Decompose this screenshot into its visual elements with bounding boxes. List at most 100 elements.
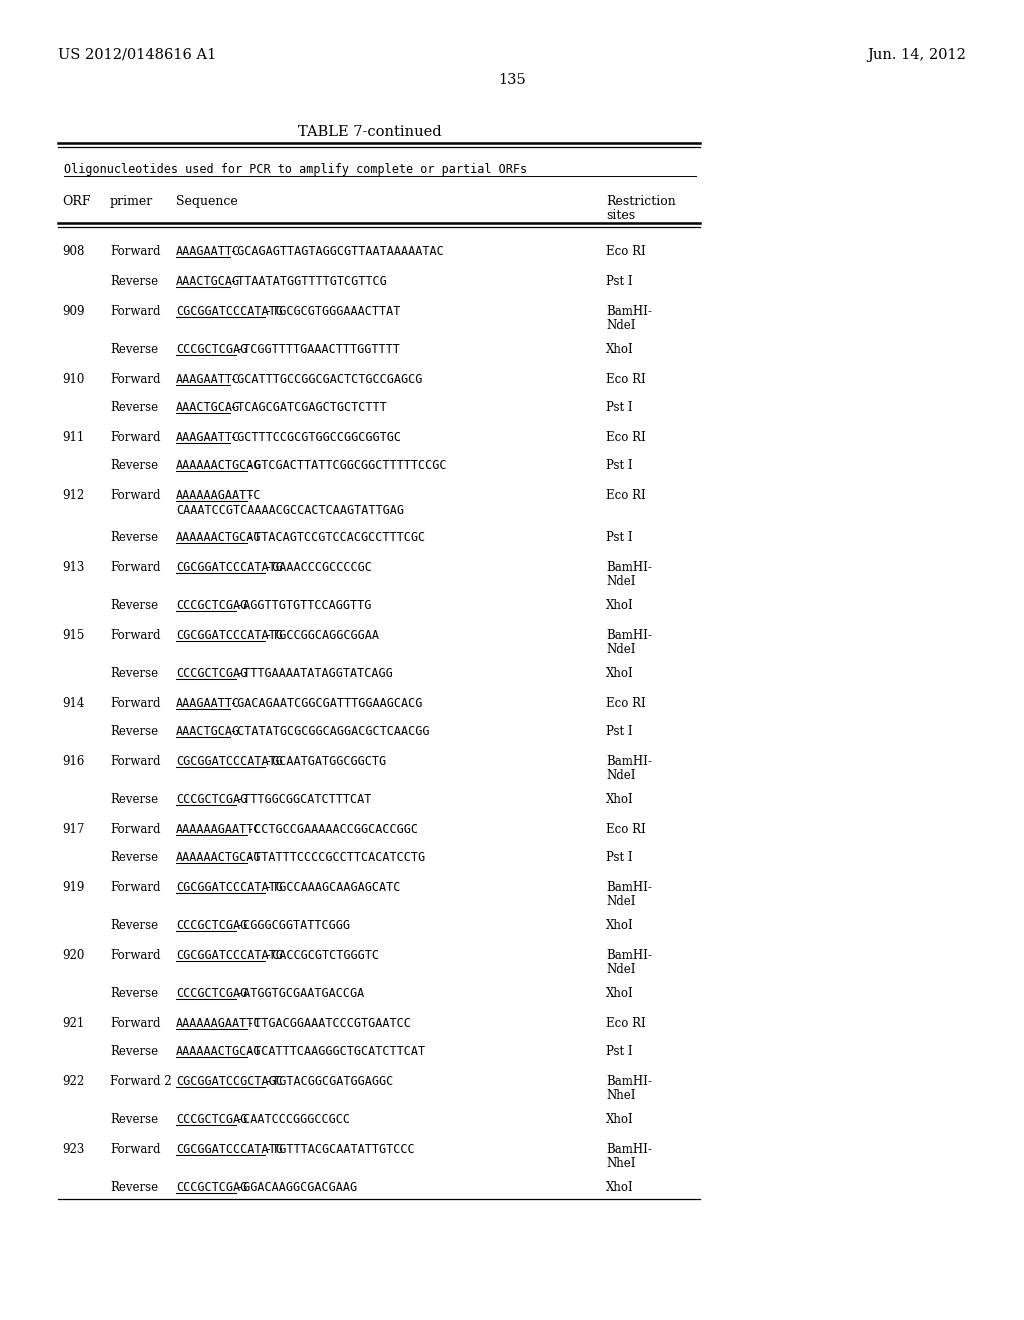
Text: 910: 910 xyxy=(62,374,84,385)
Text: Pst I: Pst I xyxy=(606,401,633,414)
Text: Forward: Forward xyxy=(110,880,161,894)
Text: -GACAGAATCGGCGATTTGGAAGCACG: -GACAGAATCGGCGATTTGGAAGCACG xyxy=(229,697,422,710)
Text: XhoI: XhoI xyxy=(606,793,634,807)
Text: XhoI: XhoI xyxy=(606,343,634,356)
Text: CCCGCTCGAG: CCCGCTCGAG xyxy=(176,599,247,612)
Text: Reverse: Reverse xyxy=(110,1181,158,1195)
Text: Restriction: Restriction xyxy=(606,195,676,209)
Text: 912: 912 xyxy=(62,488,84,502)
Text: -TGTTTACGCAATATTGTCCC: -TGTTTACGCAATATTGTCCC xyxy=(265,1143,415,1156)
Text: Reverse: Reverse xyxy=(110,725,158,738)
Text: -GAAACCCGCCCCGC: -GAAACCCGCCCCGC xyxy=(265,561,372,574)
Text: -CCTGCCGAAAAACCGGCACCGGC: -CCTGCCGAAAAACCGGCACCGGC xyxy=(248,822,419,836)
Text: NheI: NheI xyxy=(606,1089,636,1102)
Text: NdeI: NdeI xyxy=(606,895,636,908)
Text: -GGACAAGGCGACGAAG: -GGACAAGGCGACGAAG xyxy=(236,1181,356,1195)
Text: CGCGGATCCCATATG: CGCGGATCCCATATG xyxy=(176,880,283,894)
Text: Reverse: Reverse xyxy=(110,987,158,1001)
Text: XhoI: XhoI xyxy=(606,667,634,680)
Text: Pst I: Pst I xyxy=(606,459,633,473)
Text: -TGTACGGCGATGGAGGC: -TGTACGGCGATGGAGGC xyxy=(265,1074,393,1088)
Text: -GCAATGATGGCGGCTG: -GCAATGATGGCGGCTG xyxy=(265,755,386,768)
Text: NdeI: NdeI xyxy=(606,770,636,781)
Text: CCCGCTCGAG: CCCGCTCGAG xyxy=(176,1113,247,1126)
Text: -TCATTTCAAGGGCTGCATCTTCAT: -TCATTTCAAGGGCTGCATCTTCAT xyxy=(248,1045,426,1059)
Text: CCCGCTCGAG: CCCGCTCGAG xyxy=(176,667,247,680)
Text: BamHI-: BamHI- xyxy=(606,561,652,574)
Text: 908: 908 xyxy=(62,246,84,257)
Text: Reverse: Reverse xyxy=(110,851,158,865)
Text: AAAAAACTGCAG: AAAAAACTGCAG xyxy=(176,851,261,865)
Text: CGCGGATCCCATATG: CGCGGATCCCATATG xyxy=(176,1143,283,1156)
Text: Pst I: Pst I xyxy=(606,725,633,738)
Text: Eco RI: Eco RI xyxy=(606,1016,646,1030)
Text: -CAATCCCGGGCCGCC: -CAATCCCGGGCCGCC xyxy=(236,1113,349,1126)
Text: -TTAATATGGTTTTGTCGTTCG: -TTAATATGGTTTTGTCGTTCG xyxy=(229,275,386,288)
Text: 915: 915 xyxy=(62,630,84,642)
Text: NdeI: NdeI xyxy=(606,319,636,333)
Text: Oligonucleotides used for PCR to amplify complete or partial ORFs: Oligonucleotides used for PCR to amplify… xyxy=(63,162,527,176)
Text: Sequence: Sequence xyxy=(176,195,238,209)
Text: Eco RI: Eco RI xyxy=(606,822,646,836)
Text: AAAAAACTGCAG: AAAAAACTGCAG xyxy=(176,459,261,473)
Text: -CTATATGCGCGGCAGGACGCTCAACGG: -CTATATGCGCGGCAGGACGCTCAACGG xyxy=(229,725,429,738)
Text: Eco RI: Eco RI xyxy=(606,246,646,257)
Text: BamHI-: BamHI- xyxy=(606,630,652,642)
Text: Forward 2: Forward 2 xyxy=(110,1074,172,1088)
Text: 922: 922 xyxy=(62,1074,84,1088)
Text: Reverse: Reverse xyxy=(110,1113,158,1126)
Text: Forward: Forward xyxy=(110,561,161,574)
Text: AAAAAAGAATTC: AAAAAAGAATTC xyxy=(176,822,261,836)
Text: Forward: Forward xyxy=(110,755,161,768)
Text: -TGCGCGTGGGAAACTTAT: -TGCGCGTGGGAAACTTAT xyxy=(265,305,400,318)
Text: -TGCCGGCAGGCGGAA: -TGCCGGCAGGCGGAA xyxy=(265,630,379,642)
Text: Eco RI: Eco RI xyxy=(606,697,646,710)
Text: Forward: Forward xyxy=(110,1016,161,1030)
Text: Reverse: Reverse xyxy=(110,919,158,932)
Text: -: - xyxy=(248,488,255,502)
Text: CGCGGATCCCATATG: CGCGGATCCCATATG xyxy=(176,561,283,574)
Text: Reverse: Reverse xyxy=(110,531,158,544)
Text: Reverse: Reverse xyxy=(110,1045,158,1059)
Text: -TTTGGCGGCATCTTTCAT: -TTTGGCGGCATCTTTCAT xyxy=(236,793,371,807)
Text: -TTACAGTCCGTCCACGCCTTTCGC: -TTACAGTCCGTCCACGCCTTTCGC xyxy=(248,531,426,544)
Text: BamHI-: BamHI- xyxy=(606,1074,652,1088)
Text: -GCATTTGCCGGCGACTCTGCCGAGCG: -GCATTTGCCGGCGACTCTGCCGAGCG xyxy=(229,374,422,385)
Text: XhoI: XhoI xyxy=(606,1181,634,1195)
Text: Reverse: Reverse xyxy=(110,401,158,414)
Text: CGCGGATCCGCTAGC: CGCGGATCCGCTAGC xyxy=(176,1074,283,1088)
Text: Forward: Forward xyxy=(110,697,161,710)
Text: -TCGGTTTTGAAACTTTGGTTTT: -TCGGTTTTGAAACTTTGGTTTT xyxy=(236,343,399,356)
Text: CCCGCTCGAG: CCCGCTCGAG xyxy=(176,1181,247,1195)
Text: BamHI-: BamHI- xyxy=(606,755,652,768)
Text: AAAGAATTC: AAAGAATTC xyxy=(176,246,240,257)
Text: 909: 909 xyxy=(62,305,85,318)
Text: AAAAAACTGCAG: AAAAAACTGCAG xyxy=(176,531,261,544)
Text: US 2012/0148616 A1: US 2012/0148616 A1 xyxy=(58,48,216,62)
Text: 921: 921 xyxy=(62,1016,84,1030)
Text: primer: primer xyxy=(110,195,154,209)
Text: -TGCCAAAGCAAGAGCATC: -TGCCAAAGCAAGAGCATC xyxy=(265,880,400,894)
Text: 923: 923 xyxy=(62,1143,84,1156)
Text: XhoI: XhoI xyxy=(606,1113,634,1126)
Text: -GCTTTCCGCGTGGCCGGCGGTGC: -GCTTTCCGCGTGGCCGGCGGTGC xyxy=(229,432,400,444)
Text: NdeI: NdeI xyxy=(606,643,636,656)
Text: AAACTGCAG: AAACTGCAG xyxy=(176,725,240,738)
Text: Reverse: Reverse xyxy=(110,599,158,612)
Text: -CGGGCGGTATTCGGG: -CGGGCGGTATTCGGG xyxy=(236,919,349,932)
Text: BamHI-: BamHI- xyxy=(606,880,652,894)
Text: Reverse: Reverse xyxy=(110,459,158,473)
Text: NdeI: NdeI xyxy=(606,964,636,975)
Text: NdeI: NdeI xyxy=(606,576,636,587)
Text: AAACTGCAG: AAACTGCAG xyxy=(176,275,240,288)
Text: Forward: Forward xyxy=(110,432,161,444)
Text: Forward: Forward xyxy=(110,1143,161,1156)
Text: 920: 920 xyxy=(62,949,84,962)
Text: Reverse: Reverse xyxy=(110,793,158,807)
Text: Jun. 14, 2012: Jun. 14, 2012 xyxy=(867,48,966,62)
Text: AAACTGCAG: AAACTGCAG xyxy=(176,401,240,414)
Text: BamHI-: BamHI- xyxy=(606,1143,652,1156)
Text: -TTATTTCCCCGCCTTCACATCCTG: -TTATTTCCCCGCCTTCACATCCTG xyxy=(248,851,426,865)
Text: Forward: Forward xyxy=(110,630,161,642)
Text: Forward: Forward xyxy=(110,246,161,257)
